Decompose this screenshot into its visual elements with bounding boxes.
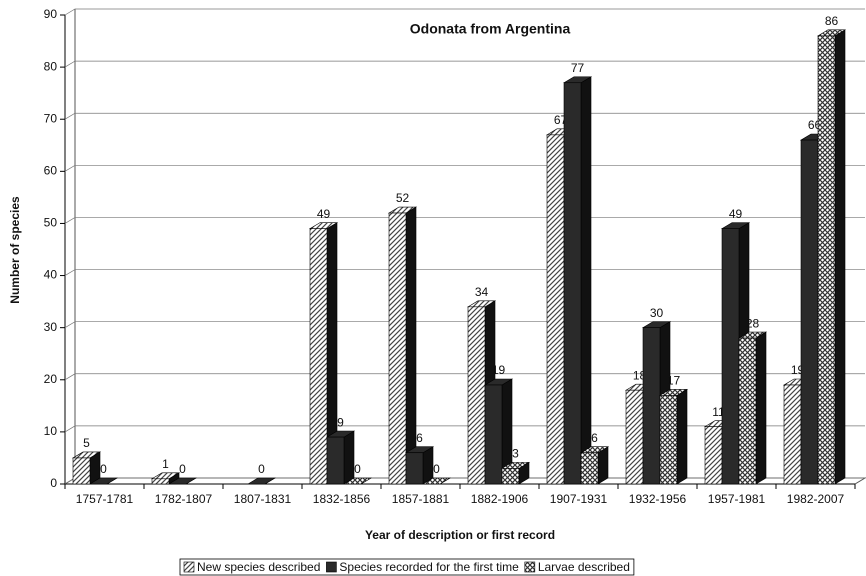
data-label: 5: [83, 436, 90, 450]
bar: [484, 384, 503, 485]
y-tick-label: 50: [44, 216, 58, 230]
y-tick-label: 30: [44, 320, 58, 334]
data-label: 17: [667, 374, 681, 388]
data-label: 28: [746, 316, 760, 330]
x-tick-label: 1807-1831: [234, 492, 292, 506]
data-label: 0: [258, 462, 265, 476]
legend-label: Species recorded for the first time: [339, 560, 519, 574]
y-tick-label: 10: [44, 424, 58, 438]
bar: [405, 452, 424, 485]
data-label: 3: [512, 447, 519, 461]
bar: [783, 384, 802, 485]
x-tick-label: 1932-1956: [629, 492, 687, 506]
bar-top: [88, 477, 119, 485]
x-tick-label: 1882-1906: [471, 492, 529, 506]
data-label: 0: [179, 462, 186, 476]
x-axis-label: Year of description or first record: [365, 528, 555, 542]
y-tick-label: 80: [44, 59, 58, 73]
bar-side: [597, 446, 609, 485]
grid-line: [64, 164, 865, 172]
grid-line: [64, 112, 865, 120]
legend-swatch: [183, 561, 195, 573]
data-label: 0: [433, 462, 440, 476]
chart-title: Odonata from Argentina: [410, 21, 571, 37]
bar-top: [246, 477, 277, 485]
y-axis-label: Number of species: [8, 196, 22, 304]
grid-line: [64, 217, 865, 224]
x-tick-label: 1982-2007: [787, 492, 845, 506]
data-label: 49: [729, 207, 743, 221]
data-label: 6: [591, 431, 598, 445]
bar-top: [342, 477, 373, 485]
bar: [659, 395, 678, 485]
x-tick-label: 1957-1981: [708, 492, 766, 506]
bar-side: [580, 76, 592, 485]
legend-swatch: [524, 561, 536, 573]
bar: [625, 389, 644, 485]
x-tick-label: 1757-1781: [76, 492, 134, 506]
bar: [388, 212, 407, 485]
y-tick-label: 20: [44, 372, 58, 386]
bar: [738, 337, 757, 485]
x-tick-label: 1907-1931: [550, 492, 608, 506]
bar: [151, 478, 170, 485]
data-label: 1: [162, 457, 169, 471]
bar: [563, 82, 582, 485]
grid-line: [64, 269, 865, 276]
y-tick-label: 40: [44, 268, 58, 282]
y-tick-label: 90: [44, 7, 58, 21]
bar-side: [755, 331, 767, 485]
data-label: 86: [825, 14, 839, 28]
bar: [704, 426, 723, 485]
bar-side: [422, 446, 434, 485]
x-tick-label: 1832-1856: [313, 492, 371, 506]
grid-line: [64, 425, 865, 433]
legend-label: Larvae described: [538, 560, 630, 574]
y-tick-label: 60: [44, 164, 58, 178]
bar-top: [167, 477, 198, 485]
x-tick-label: 1782-1807: [155, 492, 213, 506]
legend-label: New species described: [197, 560, 320, 574]
legend-box: [179, 558, 635, 576]
bar: [501, 468, 520, 485]
bar-side: [343, 430, 355, 485]
y-tick-label: 0: [50, 476, 57, 490]
bar-side: [676, 388, 688, 485]
y-tick-label: 70: [44, 111, 58, 125]
bar-side: [834, 29, 846, 485]
x-tick-label: 1857-1881: [392, 492, 450, 506]
data-label: 0: [354, 462, 361, 476]
bar: [326, 436, 345, 485]
legend-swatch: [326, 561, 337, 573]
bar: [309, 228, 328, 485]
data-label: 49: [317, 207, 331, 221]
data-label: 9: [337, 415, 344, 429]
data-label: 30: [650, 306, 664, 320]
bar: [721, 228, 740, 485]
bar: [642, 327, 661, 485]
data-label: 52: [396, 191, 410, 205]
bar-side: [405, 206, 417, 485]
bar: [800, 139, 819, 485]
data-label: 6: [416, 431, 423, 445]
data-label: 19: [492, 363, 506, 377]
data-label: 34: [475, 285, 489, 299]
data-label: 0: [100, 462, 107, 476]
bar-top: [421, 477, 452, 485]
bar: [72, 457, 91, 485]
bar: [580, 452, 599, 485]
bar: [817, 35, 836, 485]
legend: New species described Species recorded fo…: [179, 558, 635, 576]
grid-line: [64, 60, 865, 68]
grid-line: [64, 321, 865, 328]
data-label: 77: [571, 61, 585, 75]
grid-line: [64, 8, 865, 16]
bar: [546, 134, 565, 485]
grid-line: [64, 373, 865, 381]
bar: [467, 306, 486, 485]
